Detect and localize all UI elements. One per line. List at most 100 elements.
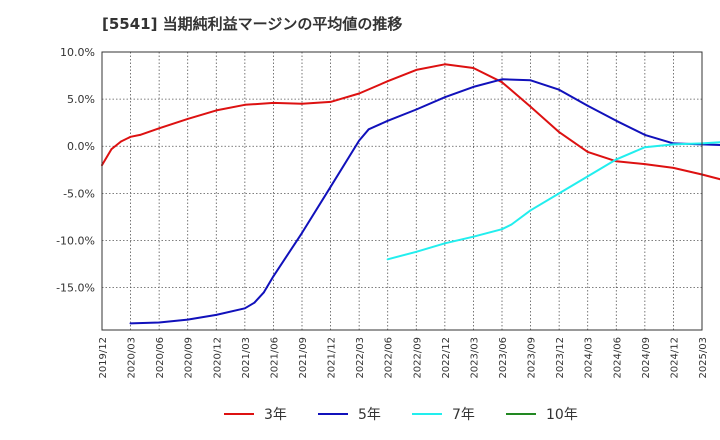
- y-tick-label: 5.0%: [67, 93, 95, 106]
- data-point: [558, 88, 560, 91]
- data-point: [244, 307, 246, 310]
- data-point: [301, 102, 303, 105]
- data-point: [110, 148, 113, 151]
- data-point: [472, 235, 475, 238]
- data-point: [367, 128, 370, 131]
- legend-label: 3年: [264, 407, 287, 423]
- data-point: [558, 131, 560, 134]
- x-tick-label: 2022/12: [441, 337, 452, 379]
- series-line-3年: [101, 63, 720, 181]
- x-tick-label: 2021/06: [269, 337, 280, 379]
- data-point: [329, 185, 332, 188]
- legend-label: 10年: [546, 407, 578, 423]
- data-point: [644, 146, 646, 149]
- y-tick-label: 0.0%: [67, 140, 95, 153]
- data-point: [358, 92, 360, 95]
- data-point: [158, 127, 161, 130]
- series-line-7年: [386, 141, 720, 261]
- series-lines: [101, 63, 720, 325]
- data-point: [253, 301, 256, 304]
- y-tick-label: -15.0%: [56, 282, 95, 295]
- legend-label: 5年: [358, 407, 381, 423]
- x-tick-label: 2022/09: [412, 337, 423, 379]
- data-point: [272, 102, 275, 104]
- x-tick-label: 2024/03: [584, 337, 595, 379]
- data-point: [444, 96, 446, 99]
- data-point: [415, 250, 418, 253]
- x-tick-label: 2024/12: [669, 337, 680, 379]
- legend: 3年 5年 7年 10年: [224, 407, 578, 423]
- data-point: [472, 86, 475, 88]
- x-tick-label: 2022/03: [355, 337, 366, 379]
- legend-label: 7年: [452, 407, 475, 423]
- data-point: [615, 158, 618, 161]
- x-tick-label: 2025/03: [698, 337, 709, 379]
- data-point: [472, 67, 475, 69]
- x-tick-label: 2023/06: [498, 337, 509, 379]
- x-tick-label: 2023/09: [527, 337, 538, 379]
- data-point: [586, 175, 589, 178]
- x-tick-label: 2024/06: [612, 337, 623, 379]
- data-point: [615, 160, 618, 163]
- data-point: [444, 63, 446, 66]
- data-point: [329, 101, 332, 103]
- data-point: [415, 69, 418, 71]
- plot-area-background: [102, 52, 702, 330]
- data-point: [501, 81, 503, 84]
- y-tick-label: 10.0%: [60, 46, 95, 59]
- data-point: [615, 119, 618, 122]
- x-tick-label: 2021/12: [327, 337, 338, 379]
- x-tick-label: 2020/09: [184, 337, 195, 379]
- x-tick-label: 2023/12: [555, 337, 566, 379]
- data-point: [301, 232, 303, 234]
- data-point: [501, 228, 503, 231]
- y-tick-label: -10.0%: [56, 234, 95, 247]
- x-tick-label: 2024/09: [641, 337, 652, 379]
- x-tick-label: 2021/03: [241, 337, 252, 379]
- data-point: [215, 109, 218, 112]
- data-point: [529, 209, 532, 212]
- data-point: [386, 258, 389, 261]
- data-point: [129, 322, 132, 325]
- data-point: [129, 135, 132, 138]
- data-point: [672, 167, 675, 169]
- data-point: [386, 80, 389, 83]
- data-point: [186, 118, 189, 120]
- data-point: [529, 105, 532, 108]
- data-point: [672, 143, 675, 146]
- grid-lines: [102, 51, 702, 330]
- data-point: [186, 318, 189, 321]
- x-tick-label: 2023/03: [469, 337, 480, 379]
- data-point: [272, 275, 275, 278]
- data-point: [358, 139, 360, 142]
- y-tick-label: -5.0%: [63, 187, 95, 200]
- data-point: [263, 291, 265, 294]
- y-tick-labels: 10.0% 5.0% 0.0% -5.0% -10.0% -15.0%: [56, 46, 95, 295]
- chart-title: [5541] 当期純利益マージンの平均値の推移: [102, 15, 403, 33]
- data-point: [558, 192, 560, 195]
- x-tick-label: 2019/12: [98, 337, 109, 379]
- data-point: [215, 314, 218, 316]
- x-tick-label: 2021/09: [298, 337, 309, 379]
- data-point: [120, 140, 122, 143]
- x-tick-label: 2020/03: [127, 337, 138, 379]
- data-point: [244, 103, 246, 106]
- x-tick-label: 2022/06: [384, 337, 395, 379]
- data-point: [586, 104, 589, 107]
- data-point: [644, 163, 646, 166]
- plot-area-border: [101, 51, 703, 331]
- data-point: [444, 242, 446, 245]
- data-point: [644, 134, 646, 136]
- x-tick-label: 2020/12: [212, 337, 223, 379]
- x-tick-labels: 2019/12 2020/03 2020/06 2020/09 2020/12 2021/…: [98, 337, 709, 379]
- data-point: [501, 78, 503, 81]
- data-point: [386, 119, 389, 122]
- data-point: [529, 79, 532, 82]
- data-point: [158, 321, 161, 324]
- data-point: [415, 108, 418, 111]
- x-tick-label: 2020/06: [155, 337, 166, 379]
- data-point: [510, 223, 513, 226]
- data-point: [586, 151, 589, 153]
- data-point: [139, 134, 142, 136]
